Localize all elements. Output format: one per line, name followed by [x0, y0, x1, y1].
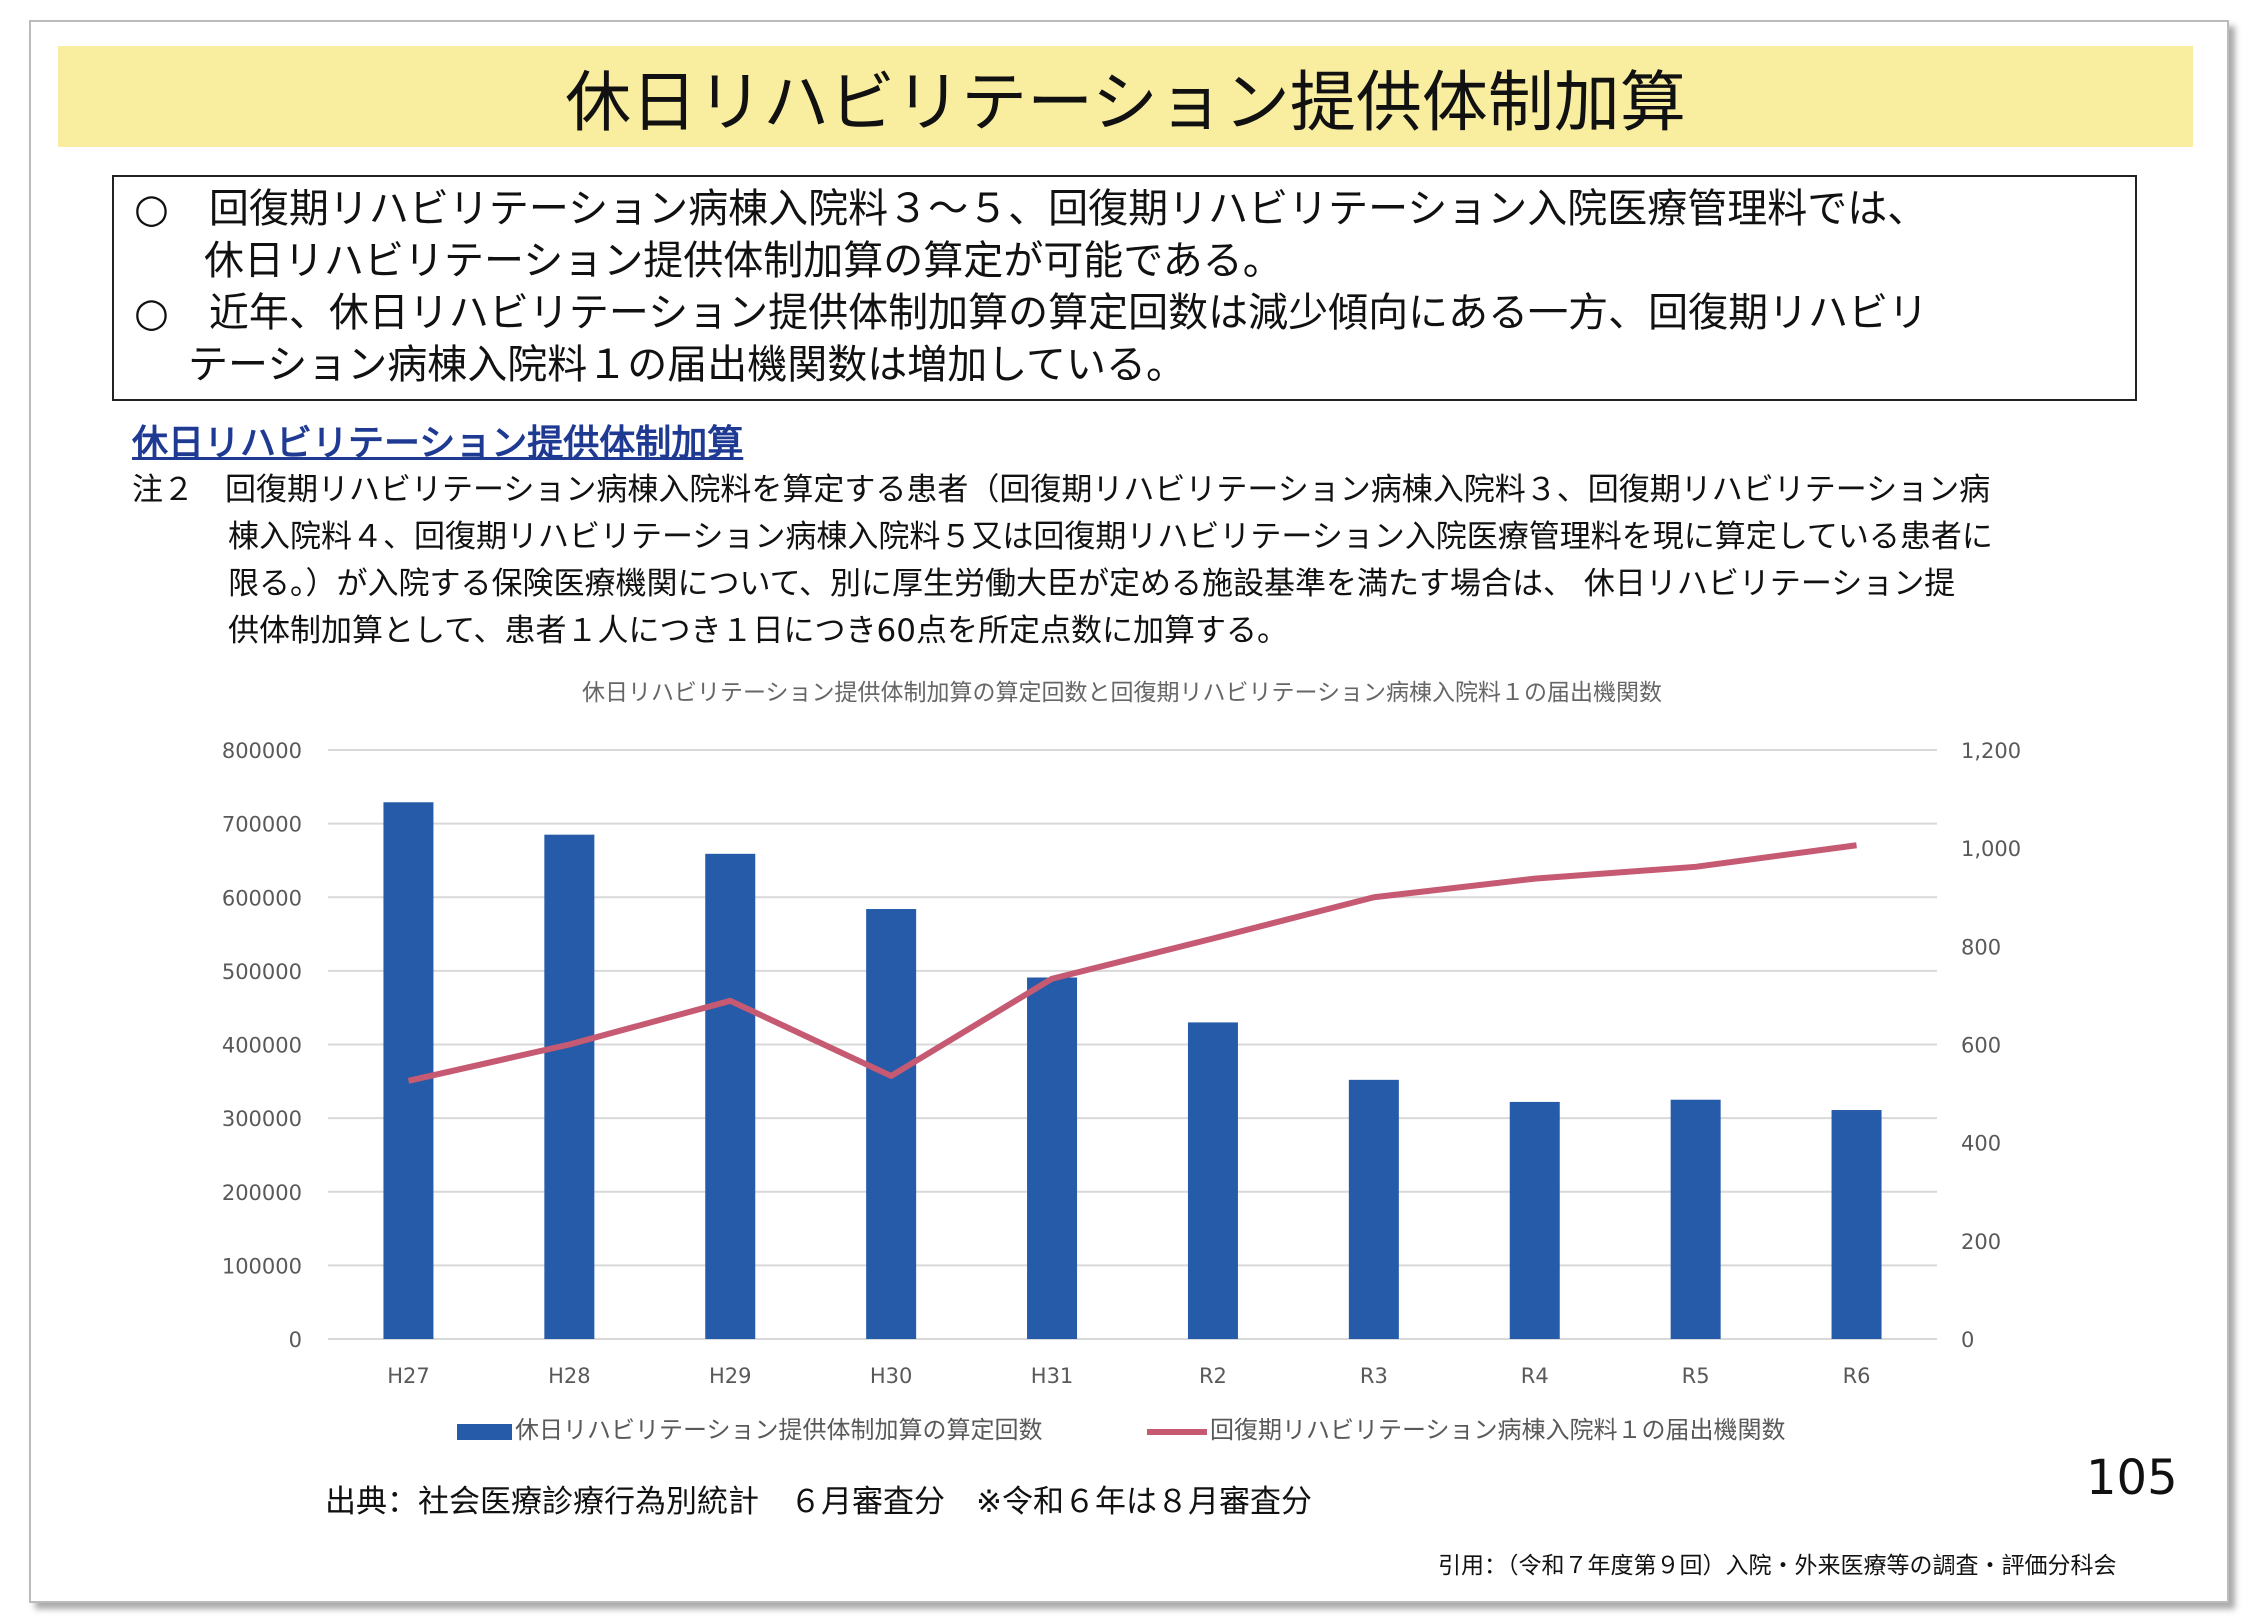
- bar: [1187, 1022, 1238, 1339]
- slide-title: 休日リハビリテーション提供体制加算: [58, 46, 2193, 147]
- bar: [866, 909, 917, 1339]
- page-number: 105: [2086, 1450, 2178, 1506]
- note-line: 注２ 回復期リハビリテーション病棟入院料を算定する患者（回復期リハビリテーション…: [132, 472, 1991, 508]
- note-line: 供体制加算として、患者１人につき１日につき60点を所定点数に加算する。: [228, 613, 1288, 649]
- citation: 引用：（令和７年度第９回）入院・外来医療等の調査・評価分科会: [1438, 1553, 2117, 1579]
- x-tick-label: H31: [1031, 1364, 1074, 1388]
- x-tick-label: H29: [709, 1364, 752, 1388]
- note-line: 棟入院料４、回復期リハビリテーション病棟入院料５又は回復期リハビリテーション入院…: [228, 519, 1993, 555]
- y-tick-label: 500000: [222, 960, 302, 984]
- summary-line: ○ 回復期リハビリテーション病棟入院料３～５、回復期リハビリテーション入院医療管…: [134, 186, 1928, 232]
- bar: [1670, 1099, 1721, 1339]
- y2-tick-label: 600: [1961, 1034, 2001, 1058]
- bar: [1027, 977, 1078, 1339]
- bar: [1348, 1079, 1399, 1339]
- chart-title: 休日リハビリテーション提供体制加算の算定回数と回復期リハビリテーション病棟入院料…: [582, 680, 1662, 706]
- x-tick-label: R6: [1843, 1364, 1871, 1388]
- legend-label: 回復期リハビリテーション病棟入院料１の届出機関数: [1210, 1416, 1786, 1444]
- y-tick-label: 300000: [222, 1107, 302, 1131]
- bar: [544, 834, 595, 1339]
- y-tick-label: 600000: [222, 886, 302, 910]
- y-tick-label: 400000: [222, 1034, 302, 1058]
- x-tick-label: H28: [548, 1364, 591, 1388]
- summary-line: ○ 近年、休日リハビリテーション提供体制加算の算定回数は減少傾向にある一方、回復…: [134, 290, 1929, 336]
- y2-tick-label: 1,200: [1961, 739, 2021, 763]
- x-tick-label: H27: [387, 1364, 430, 1388]
- y-tick-label: 800000: [222, 739, 302, 763]
- y2-tick-label: 400: [1961, 1132, 2001, 1156]
- x-tick-label: H30: [870, 1364, 913, 1388]
- y-tick-label: 200000: [222, 1181, 302, 1205]
- y-tick-label: 0: [289, 1328, 302, 1352]
- summary-line: 休日リハビリテーション提供体制加算の算定が可能である。: [204, 238, 1283, 284]
- x-tick-label: R2: [1199, 1364, 1227, 1388]
- legend-label: 休日リハビリテーション提供体制加算の算定回数: [515, 1416, 1043, 1444]
- x-tick-label: R5: [1682, 1364, 1710, 1388]
- y2-tick-label: 0: [1961, 1328, 1974, 1352]
- y2-tick-label: 800: [1961, 935, 2001, 959]
- bar: [705, 853, 756, 1339]
- x-tick-label: R4: [1521, 1364, 1549, 1388]
- bar: [1831, 1110, 1882, 1339]
- y-tick-label: 100000: [222, 1254, 302, 1278]
- y2-tick-label: 1,000: [1961, 837, 2021, 861]
- x-tick-label: R3: [1360, 1364, 1388, 1388]
- legend-bar-swatch: [457, 1424, 512, 1440]
- bar: [383, 802, 434, 1339]
- line-series: [407, 842, 1857, 1084]
- section-heading: 休日リハビリテーション提供体制加算: [132, 423, 744, 464]
- y2-tick-label: 200: [1961, 1230, 2001, 1254]
- summary-box: ○ 回復期リハビリテーション病棟入院料３～５、回復期リハビリテーション入院医療管…: [112, 175, 2137, 401]
- note-text: 注２ 回復期リハビリテーション病棟入院料を算定する患者（回復期リハビリテーション…: [132, 467, 2132, 655]
- note-line: 限る。）が入院する保険医療機関について、別に厚生労働大臣が定める施設基準を満たす…: [228, 566, 1956, 602]
- bar: [1509, 1101, 1560, 1339]
- summary-line: テーション病棟入院料１の届出機関数は増加している。: [188, 342, 1186, 388]
- y-tick-label: 700000: [222, 813, 302, 837]
- source-note: 出典：社会医療診療行為別統計 ６月審査分 ※令和６年は８月審査分: [325, 1484, 1312, 1520]
